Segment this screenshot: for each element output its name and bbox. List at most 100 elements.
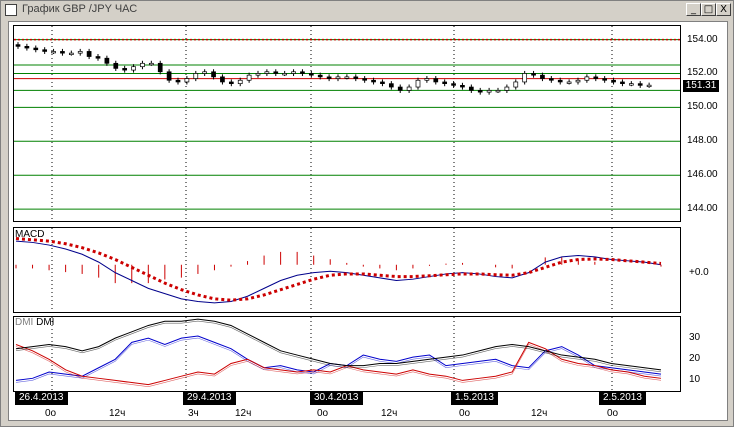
- title-bar[interactable]: График GBP /JPY ЧАС _ □ X: [2, 2, 732, 18]
- hour-label-7: 12ч: [531, 408, 548, 419]
- candle-body: [113, 62, 119, 69]
- candle-body: [175, 79, 181, 83]
- candle-body: [344, 76, 350, 79]
- candle-body: [273, 71, 279, 74]
- macd-panel[interactable]: [13, 227, 681, 313]
- chart-window-icon: [5, 4, 17, 16]
- candle-body: [237, 79, 243, 85]
- candle-body: [33, 47, 39, 51]
- macd-line: [15, 240, 662, 304]
- candle-body: [24, 45, 30, 49]
- date-label-0: 26.4.2013: [15, 391, 68, 405]
- dmi-plus-line: [15, 335, 662, 381]
- candle-body: [380, 81, 385, 85]
- macd-signal-line: [15, 237, 662, 302]
- candle-body: [131, 66, 136, 71]
- candle-body: [184, 78, 190, 83]
- macd-chart: [15, 228, 662, 312]
- candle-body: [406, 86, 412, 91]
- candle-body: [504, 86, 510, 91]
- candle-body: [104, 57, 110, 64]
- candle-body: [193, 73, 199, 79]
- candle-body: [202, 71, 208, 74]
- price-tick-label: 150.00: [687, 101, 718, 113]
- hour-label-6: 0о: [459, 408, 471, 419]
- candle-body: [584, 76, 590, 81]
- dmi-title-main: DMI: [36, 317, 55, 328]
- dmi-tick-label: 20: [689, 353, 701, 365]
- hour-label-1: 12ч: [109, 408, 126, 419]
- minimize-button[interactable]: _: [686, 3, 701, 16]
- dmi-tick-label: 30: [689, 332, 701, 344]
- candle-body: [308, 73, 314, 76]
- adx-line-shadow: [15, 320, 662, 373]
- candle-body: [477, 90, 483, 93]
- candle-body: [460, 84, 465, 88]
- close-button[interactable]: X: [716, 3, 731, 16]
- candle-body: [353, 76, 359, 79]
- candle-body: [593, 76, 599, 79]
- candle-body: [148, 62, 154, 66]
- candle-body: [486, 90, 492, 93]
- candle-body: [326, 76, 332, 79]
- current-price-tag: 151.31: [683, 80, 719, 92]
- hour-label-2: 3ч: [188, 408, 199, 419]
- adx-line: [15, 318, 662, 371]
- restore-button[interactable]: □: [701, 3, 716, 16]
- date-label-1: 29.4.2013: [183, 391, 236, 405]
- candle-body: [468, 86, 474, 91]
- dmi-tick-label: 10: [689, 374, 701, 386]
- price-tick-label: 148.00: [687, 135, 718, 147]
- candle-body: [540, 74, 545, 79]
- candle-body: [415, 79, 421, 88]
- hour-label-3: 12ч: [235, 408, 252, 419]
- candle-body: [557, 79, 563, 83]
- candle-body: [637, 83, 643, 86]
- date-label-4: 2.5.2013: [599, 391, 646, 405]
- dmi-minus-line-shadow: [15, 343, 662, 387]
- candle-body: [157, 62, 163, 73]
- candle-body: [228, 81, 234, 85]
- price-tick-label: 146.00: [687, 169, 718, 181]
- candle-body: [42, 49, 48, 52]
- dmi-title: DMI DMI: [15, 317, 54, 328]
- candle-body: [51, 51, 56, 54]
- candle-body: [282, 73, 288, 76]
- price-tick-label: 152.00: [687, 67, 718, 79]
- candle-body: [602, 78, 608, 81]
- candle-body: [264, 71, 270, 74]
- hour-label-0: 0о: [45, 408, 57, 419]
- dmi-panel[interactable]: [13, 316, 681, 392]
- candle-body: [68, 52, 74, 55]
- candle-body: [95, 56, 101, 59]
- candle-body: [86, 51, 92, 57]
- candle-body: [371, 79, 376, 83]
- candle-body: [166, 71, 172, 81]
- candle-body: [60, 51, 65, 54]
- candle-body: [531, 73, 536, 76]
- hour-label-4: 0о: [317, 408, 329, 419]
- candle-body: [317, 74, 323, 78]
- price-tick-label: 154.00: [687, 33, 718, 45]
- candle-body: [122, 68, 128, 71]
- date-label-3: 1.5.2013: [451, 391, 498, 405]
- macd-title: MACD: [15, 229, 45, 240]
- macd-zero-label: +0.0: [689, 267, 709, 278]
- dmi-minus-line: [15, 341, 662, 386]
- candle-body: [255, 73, 261, 76]
- window-title: График GBP /JPY ЧАС: [22, 3, 138, 15]
- candle-body: [495, 90, 501, 93]
- candle-body: [246, 74, 252, 81]
- candle-body: [362, 78, 368, 81]
- candle-body: [397, 86, 403, 91]
- candle-body: [77, 51, 83, 54]
- candle-body: [433, 78, 439, 83]
- candle-body: [140, 62, 145, 68]
- candle-body: [442, 81, 448, 85]
- candle-body: [620, 81, 625, 85]
- candle-body: [451, 83, 456, 86]
- candle-body: [575, 79, 581, 83]
- candle-body: [220, 76, 225, 83]
- price-panel[interactable]: [13, 25, 681, 222]
- hour-label-5: 12ч: [381, 408, 398, 419]
